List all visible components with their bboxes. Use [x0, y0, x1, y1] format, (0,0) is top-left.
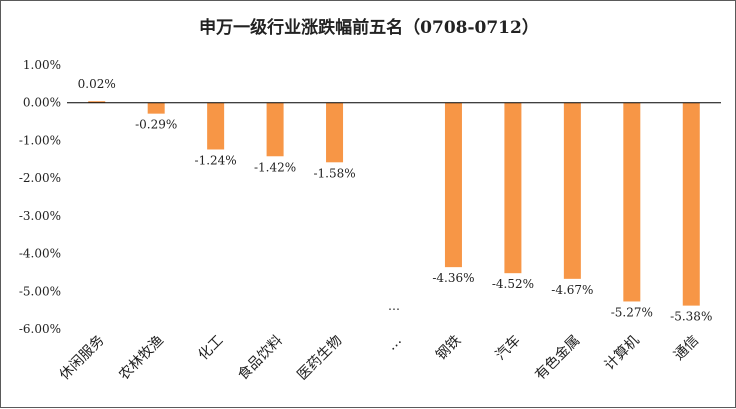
bar	[444, 102, 462, 268]
data-label: -1.24%	[195, 153, 237, 167]
category-label: 休闲服务	[57, 333, 108, 384]
category-labels: 休闲服务 农林牧渔 化工 食品饮料 医药生物 … 钢铁 汽车 有色金属 计算机 通信	[57, 332, 702, 384]
data-labels: 0.02% -0.29% -1.24% -1.42% -1.58% … -4.36% -4.5…	[78, 77, 713, 324]
data-label: -0.29%	[135, 118, 177, 132]
category-label: 化工	[195, 333, 226, 364]
data-label: …	[388, 299, 400, 313]
category-label: 农林牧渔	[116, 333, 167, 384]
bar	[326, 102, 344, 163]
y-tick-label: 1.00%	[23, 58, 61, 72]
category-label: 食品饮料	[234, 332, 286, 384]
category-label: 有色金属	[532, 332, 584, 384]
bar	[266, 102, 284, 157]
data-label: -4.67%	[551, 283, 593, 297]
data-label: 0.02%	[78, 77, 116, 91]
data-label: -1.58%	[313, 166, 355, 180]
y-tick-label: -6.00%	[19, 322, 61, 336]
bar	[207, 102, 225, 150]
data-label: -4.36%	[432, 271, 474, 285]
category-label: 医药生物	[294, 333, 345, 384]
y-axis-ticks: 1.00% 0.00% -1.00% -2.00% -3.00% -4.00% -5.00%…	[19, 58, 61, 336]
category-label: 汽车	[492, 332, 524, 364]
category-label: 通信	[671, 333, 702, 364]
category-label: …	[384, 333, 405, 354]
category-label: 计算机	[602, 333, 643, 374]
data-label: -5.27%	[611, 305, 653, 319]
bar	[88, 101, 106, 103]
bar	[563, 102, 581, 279]
bar	[682, 102, 700, 306]
data-label: -1.42%	[254, 160, 296, 174]
bar	[147, 102, 165, 114]
bar	[504, 102, 522, 274]
bar	[623, 102, 641, 302]
bars	[88, 101, 700, 306]
y-tick-label: -1.00%	[19, 133, 61, 147]
category-label: 钢铁	[433, 333, 464, 364]
chart-title: 申万一级行业涨跌幅前五名（0708-0712）	[199, 17, 539, 38]
data-label: -5.38%	[670, 310, 712, 324]
y-tick-label: 0.00%	[23, 96, 61, 110]
y-tick-label: -5.00%	[19, 284, 61, 298]
data-label: -4.52%	[492, 277, 534, 291]
y-tick-label: -4.00%	[19, 247, 61, 261]
y-tick-label: -2.00%	[19, 171, 61, 185]
y-tick-label: -3.00%	[19, 209, 61, 223]
